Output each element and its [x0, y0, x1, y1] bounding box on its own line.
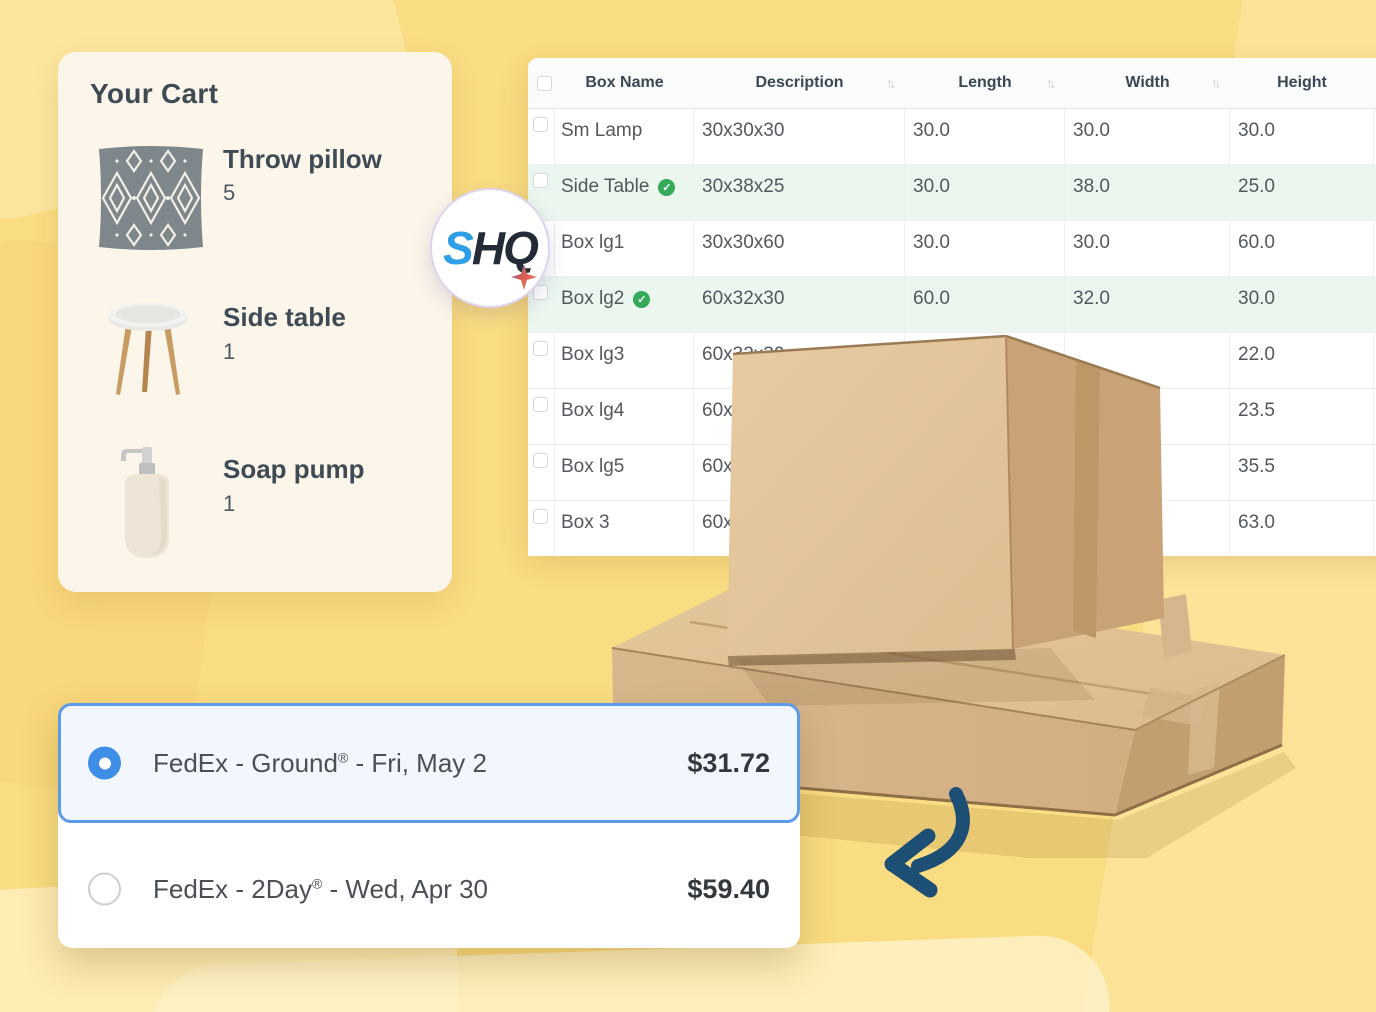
- column-header-width[interactable]: Width ↑↓: [1125, 74, 1221, 91]
- shipping-option-label: FedEx - Ground® - Fri, May 2: [153, 747, 487, 778]
- table-header-row: Box Name Description ↑↓ Length ↑↓ Width …: [528, 58, 1376, 109]
- table-row[interactable]: Box lg1 30x30x60 30.0 30.0 60.0: [528, 221, 1376, 277]
- cell-width: 32.0: [1065, 277, 1230, 332]
- table-row[interactable]: Sm Lamp 30x30x30 30.0 30.0 30.0: [528, 109, 1376, 165]
- cart-card: Your Cart Throw pillow 5: [58, 52, 452, 592]
- cell-description: 30x38x25: [694, 165, 905, 220]
- row-checkbox[interactable]: [533, 285, 548, 300]
- cell-box-name: Box 3: [555, 501, 694, 556]
- cell-width: [1065, 389, 1230, 444]
- cell-box-name: Box lg4: [555, 389, 694, 444]
- cell-height: 60.0: [1230, 221, 1374, 276]
- cell-description: 30x30x60: [694, 221, 905, 276]
- cart-item-quantity: 1: [223, 491, 236, 516]
- cell-height: 30.0: [1230, 109, 1374, 164]
- registered-mark: ®: [337, 748, 349, 765]
- cart-title: Your Cart: [90, 78, 219, 109]
- logo-letters-hq: HQ: [471, 222, 539, 274]
- cart-item-quantity: 1: [223, 339, 236, 364]
- cell-length: 30.0: [905, 109, 1065, 164]
- shipping-option-ground[interactable]: FedEx - Ground® - Fri, May 2 $31.72: [58, 703, 800, 823]
- cart-item-quantity: 5: [223, 180, 236, 205]
- row-checkbox[interactable]: [533, 341, 548, 356]
- cell-length: 30.0: [905, 165, 1065, 220]
- cell-width: 30.0: [1065, 109, 1230, 164]
- cell-width: 38.0: [1065, 165, 1230, 220]
- soap-pump-image: [121, 447, 169, 558]
- shipping-option-2day[interactable]: FedEx - 2Day® - Wed, Apr 30 $59.40: [58, 829, 800, 949]
- sort-icon[interactable]: ↑↓: [1046, 75, 1056, 91]
- cell-width: [1065, 333, 1230, 388]
- check-icon: ✓: [658, 179, 676, 196]
- radio-unselected-icon[interactable]: [88, 872, 121, 906]
- sort-icon[interactable]: ↑↓: [886, 75, 896, 91]
- logo-star-icon: [511, 264, 537, 290]
- cell-height: 35.5: [1230, 445, 1374, 500]
- registered-mark: ®: [311, 874, 323, 891]
- shipping-option-price: $59.40: [687, 873, 770, 904]
- cell-height: 22.0: [1230, 333, 1374, 388]
- column-header-description[interactable]: Description ↑↓: [755, 74, 896, 91]
- row-checkbox[interactable]: [533, 509, 548, 524]
- logo-letter-s: S: [443, 222, 474, 274]
- cell-description: 30x30x30: [694, 109, 905, 164]
- cell-box-name: Box lg3: [555, 333, 694, 388]
- cell-height: 63.0: [1230, 501, 1374, 556]
- shipping-option-price: $31.72: [687, 747, 770, 778]
- shq-logo-badge: SHQ: [430, 188, 550, 308]
- row-checkbox[interactable]: [533, 397, 548, 412]
- cell-box-name: Side Table ✓: [555, 165, 694, 220]
- cell-width: [1065, 501, 1230, 556]
- cell-width: [1065, 445, 1230, 500]
- curved-arrow-icon: [884, 787, 970, 898]
- table-row[interactable]: Box lg2 ✓ 60x32x30 60.0 32.0 30.0: [528, 277, 1376, 333]
- throw-pillow-image: [99, 146, 203, 250]
- check-icon: ✓: [633, 291, 651, 308]
- row-checkbox[interactable]: [533, 117, 548, 132]
- cell-height: 23.5: [1230, 389, 1374, 444]
- cell-description: 60x32x30: [694, 277, 905, 332]
- cell-width: 30.0: [1065, 221, 1230, 276]
- cart-item-name: Soap pump: [223, 454, 365, 484]
- column-header-height[interactable]: Height: [1277, 74, 1327, 91]
- side-table-image: [108, 303, 188, 395]
- cell-box-name: Box lg1: [555, 221, 694, 276]
- cart-item-name: Side table: [223, 302, 346, 332]
- table-row[interactable]: Side Table ✓ 30x38x25 30.0 38.0 25.0: [528, 165, 1376, 221]
- top-box: [727, 334, 1164, 656]
- cell-box-name: Box lg5: [555, 445, 694, 500]
- cell-box-name: Sm Lamp: [555, 109, 694, 164]
- shipping-options-card: FedEx - Ground® - Fri, May 2 $31.72 FedE…: [58, 703, 800, 948]
- cell-length: 30.0: [905, 221, 1065, 276]
- sort-icon[interactable]: ↑↓: [1211, 75, 1221, 91]
- cell-length: 60.0: [905, 277, 1065, 332]
- shq-logo-text: SHQ: [443, 221, 539, 275]
- cart-item-name: Throw pillow: [223, 144, 382, 174]
- cell-height: 30.0: [1230, 277, 1374, 332]
- row-checkbox[interactable]: [533, 173, 548, 188]
- column-header-length[interactable]: Length ↑↓: [958, 74, 1056, 91]
- cell-box-name: Box lg2 ✓: [555, 277, 694, 332]
- column-header-box-name[interactable]: Box Name: [585, 74, 664, 91]
- row-checkbox[interactable]: [533, 453, 548, 468]
- shipping-option-label: FedEx - 2Day® - Wed, Apr 30: [153, 873, 488, 904]
- select-all-checkbox[interactable]: [536, 75, 552, 91]
- cell-height: 25.0: [1230, 165, 1374, 220]
- selected-option-highlight: [58, 703, 800, 823]
- radio-selected-icon[interactable]: [88, 746, 121, 780]
